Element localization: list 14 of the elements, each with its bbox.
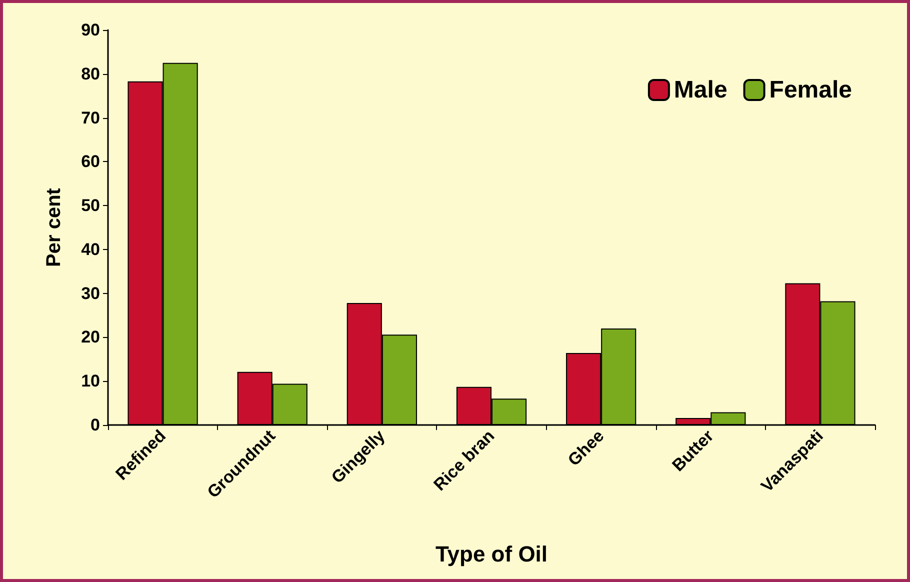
y-tick-label: 0 — [90, 416, 100, 434]
legend-label: Female — [769, 76, 852, 104]
y-tick-label: 30 — [81, 284, 100, 303]
y-tick-label: 80 — [81, 64, 100, 84]
y-tick-label: 70 — [81, 108, 100, 128]
y-tick-label: 20 — [81, 328, 100, 347]
y-tick-label: 90 — [81, 20, 100, 40]
y-tick-label: 50 — [81, 196, 100, 216]
legend-label: Male — [674, 76, 728, 104]
y-axis-title: Per cent — [43, 188, 65, 267]
y-tick-label: 40 — [81, 240, 100, 259]
y-tick-label: 10 — [81, 372, 100, 391]
x-axis-title: Type of Oil — [435, 542, 548, 566]
y-tick-label: 60 — [81, 152, 100, 172]
